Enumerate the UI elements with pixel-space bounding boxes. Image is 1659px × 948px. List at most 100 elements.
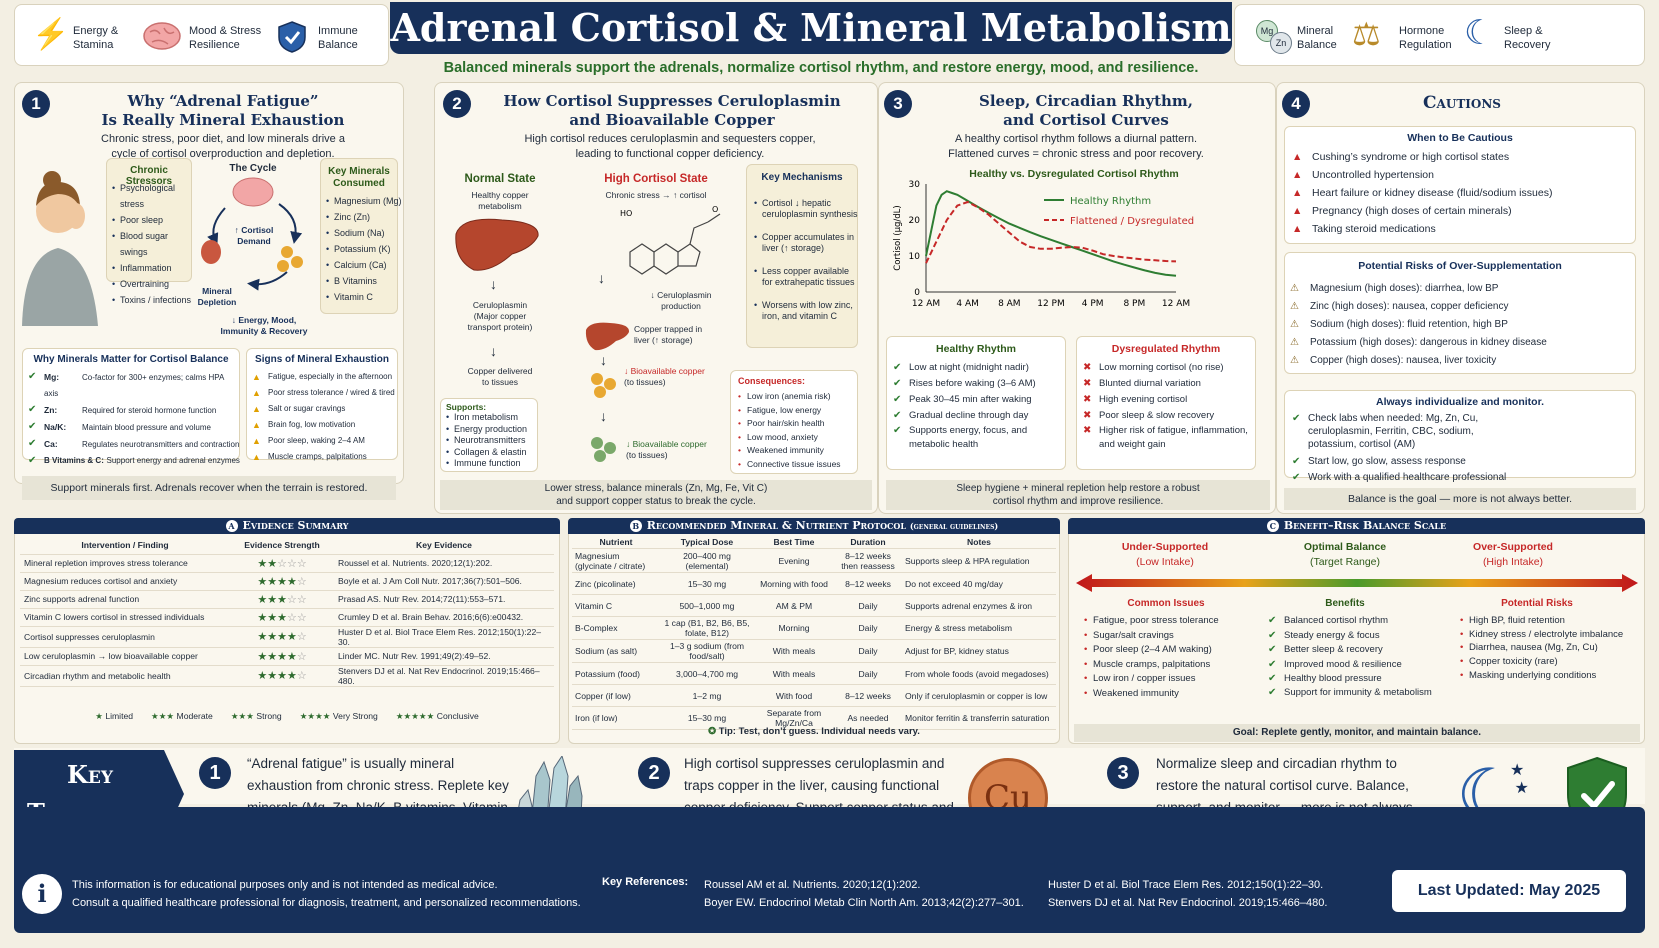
table-row: Magnesium (glycinate / citrate) 200–400 m… (572, 548, 1056, 573)
lightning-icon: ⚡ (32, 18, 70, 51)
panel-subtitle: Chronic stress, poor diet, and low miner… (101, 133, 345, 160)
table-row: Circadian rhythm and metabolic health ★★★… (20, 665, 554, 687)
y-tick-label: 0 (914, 288, 920, 298)
table-row: Vitamin C lowers cortisol in stressed in… (20, 608, 554, 627)
x-tick-label: 8 PM (1123, 299, 1145, 309)
star-icon: ★ (257, 593, 268, 606)
chart-title: Healthy vs. Dysregulated Cortisol Rhythm (969, 168, 1179, 180)
star-icon: ☆ (296, 670, 307, 682)
star-icon: ★ (267, 670, 278, 682)
table-row: Zinc supports adrenal function ★★★☆☆ Prasa… (20, 590, 554, 609)
sleep-label: Sleep & Recovery (1504, 25, 1551, 51)
star-icon: ★ (277, 593, 287, 606)
table-row: Potassium (food) 3,000–4,700 mg With meals… (572, 662, 1056, 685)
star-icon: ☆ (277, 557, 287, 570)
immune-label: Immune Balance (318, 25, 358, 51)
panel-title: Sleep, Circadian Rhythm, and Cortisol Cur… (979, 92, 1193, 129)
star-icon: ★ (267, 611, 278, 624)
y-axis-label: Cortisol (μg/dL) (893, 205, 903, 270)
header-right-icons (1234, 4, 1645, 66)
star-icon: ☆ (296, 650, 307, 663)
x-tick-label: 4 PM (1082, 299, 1104, 309)
strength-stars: ★★★☆☆ (230, 608, 334, 627)
strength-stars: ★★★★☆ (230, 572, 334, 591)
takeaways-strip (14, 748, 1645, 804)
key-minerals-list: Magnesium (Mg)Zinc (Zn)Sodium (Na)Potass… (326, 193, 402, 305)
why-minerals-list: Mg:Co-factor for 300+ enzymes; calms HPA… (28, 369, 240, 469)
star-icon: ★ (286, 575, 297, 588)
panel-title: Cautions (1423, 93, 1501, 113)
star-icon: ★ (286, 631, 297, 643)
star-icon: ★ (277, 575, 287, 588)
star-icon: ☆ (296, 611, 307, 624)
strength-stars: ★★☆☆☆ (230, 554, 334, 573)
star-icon: ☆ (286, 557, 297, 570)
when-cautious-box (1284, 126, 1636, 244)
page-subtitle: Balanced minerals support the adrenals, … (443, 60, 1199, 76)
cycle-diagram (201, 177, 303, 291)
table-row: Low ceruloplasmin → low bioavailable cop… (20, 647, 554, 666)
balance-goal: Goal: Replete gently, monitor, and maint… (1074, 724, 1640, 742)
legend-label: Flattened / Dysregulated (1070, 216, 1194, 227)
hormone-label: Hormone Regulation (1399, 25, 1452, 51)
star-icon: ★ (257, 650, 268, 663)
header-left-icons (14, 4, 389, 66)
references-list: Roussel AM et al. Nutrients. 2020;12(1):… (704, 879, 1024, 909)
panel-title: How Cortisol Suppresses Ceruloplasmin and… (503, 92, 841, 129)
info-icon: i (22, 874, 62, 914)
table-row: Magnesium reduces cortisol and anxiety ★★… (20, 572, 554, 591)
star-icon: ★ (267, 557, 278, 570)
y-tick-label: 10 (909, 252, 921, 262)
table-row: Cortisol suppresses ceruloplasmin ★★★★☆ Hu… (20, 626, 554, 648)
footer (14, 807, 1645, 933)
copper-dots-icon (591, 373, 616, 398)
page-title: Adrenal Cortisol & Mineral Metabolism (390, 5, 1232, 50)
balance-gradient-bar (1076, 574, 1638, 592)
strength-stars: ★★★★☆ (230, 647, 334, 666)
brain-icon (143, 22, 181, 50)
mg-zn-icon: Mg Zn (1256, 18, 1292, 54)
evidence-table: Intervention / Finding Evidence Strength K… (20, 536, 554, 687)
moon-icon: ☾ (1464, 14, 1495, 52)
y-tick-label: 30 (909, 180, 921, 190)
panel-footer: Sleep hygiene + mineral repletion help r… (886, 480, 1270, 510)
signs-list: Fatigue, especially in the afternoonPoor… (252, 369, 398, 465)
series-line-healthy (925, 190, 1177, 277)
protocol-title-bar: B Recommended Mineral & Nutrient Protocol… (568, 518, 1060, 534)
x-tick-label: 12 AM (1162, 299, 1190, 309)
star-icon: ☆ (296, 593, 307, 606)
panel-footer: Lower stress, balance minerals (Zn, Mg, … (440, 480, 872, 510)
star-icon: ★ (286, 670, 297, 682)
table-row: B-Complex 1 cap (B1, B2, B6, B5, folate, … (572, 616, 1056, 640)
panel-footer: Balance is the goal — more is not always… (1284, 488, 1636, 510)
mineral-label: Mineral Balance (1297, 25, 1337, 51)
series-line-dysregulated (925, 200, 1177, 264)
lightbulb-icon: ✪ (708, 726, 719, 737)
references-list-2: Huster D et al. Biol Trace Elem Res. 201… (1048, 879, 1328, 909)
evidence-title-bar: A Evidence Summary (14, 518, 560, 534)
disclaimer: This information is for educational purp… (72, 879, 581, 909)
strength-stars: ★★★★☆ (230, 665, 334, 687)
star-icon: ★ (257, 631, 268, 643)
shield-check-icon (278, 21, 306, 53)
mood-label: Mood & Stress Resilience (189, 25, 262, 51)
x-tick-label: 12 AM (912, 299, 940, 309)
last-updated-badge: Last Updated: May 2025 (1392, 870, 1626, 912)
star-icon: ★ (286, 650, 297, 663)
table-row: Sodium (as salt) 1–3 g sodium (from food/… (572, 639, 1056, 663)
star-icon: ★ (257, 557, 268, 570)
legend-label: Healthy Rhythm (1070, 196, 1151, 207)
protocol-tip: ✪ Tip: Test, don’t guess. Individual nee… (708, 726, 920, 737)
star-icon: ★ (257, 670, 268, 682)
table-row: Zinc (picolinate) 15–30 mg Morning with fo… (572, 572, 1056, 595)
svg-text:O: O (712, 205, 718, 214)
protocol-table: Nutrient Typical Dose Best Time Duration Not… (572, 536, 1056, 730)
svg-text:HO: HO (620, 209, 632, 218)
table-row: Vitamin C 500–1,000 mg AM & PM Daily Support… (572, 594, 1056, 617)
liver-small-icon (585, 322, 630, 351)
title-banner (390, 2, 1232, 54)
strength-stars: ★★★★☆ (230, 626, 334, 648)
panel-subtitle: High cortisol reduces ceruloplasmin and … (524, 133, 816, 160)
panel-title: Why “Adrenal Fatigue” Is Really Mineral E… (101, 92, 345, 129)
star-icon: ★ (267, 575, 278, 588)
